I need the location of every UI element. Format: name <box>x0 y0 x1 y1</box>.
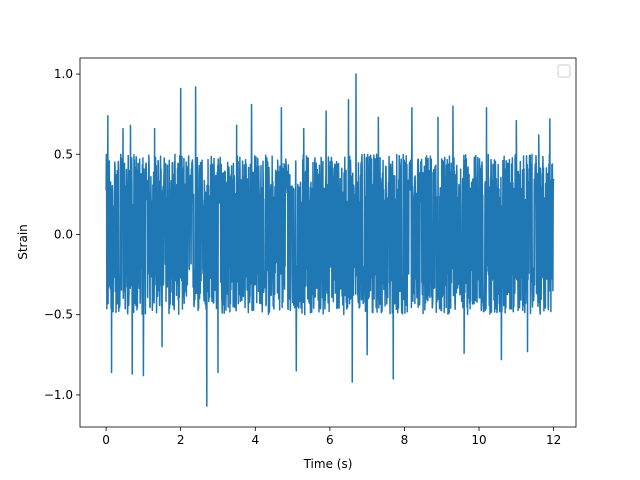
y-tick-label: 0.5 <box>54 147 73 161</box>
x-tick-label: 12 <box>546 433 561 447</box>
strain-series-line <box>105 73 555 407</box>
y-tick-label: 0.0 <box>54 227 73 241</box>
x-tick-label: 0 <box>102 433 110 447</box>
x-tick-label: 6 <box>326 433 334 447</box>
axes-frame <box>79 57 577 428</box>
y-tick-label: −0.5 <box>44 308 73 322</box>
y-tick-label: −1.0 <box>44 388 73 402</box>
y-tick-label: 1.0 <box>54 67 73 81</box>
y-axis-label: Strain <box>16 224 30 260</box>
x-axis: 0 2 4 6 8 10 12 <box>102 427 561 447</box>
x-tick-label: 8 <box>401 433 409 447</box>
x-tick-label: 4 <box>251 433 259 447</box>
x-axis-label: Time (s) <box>303 457 353 471</box>
y-axis: −1.0 −0.5 0.0 0.5 1.0 <box>44 67 80 402</box>
series-layer <box>105 73 555 407</box>
x-tick-label: 2 <box>177 433 185 447</box>
legend-box <box>557 64 571 78</box>
x-tick-label: 10 <box>471 433 486 447</box>
